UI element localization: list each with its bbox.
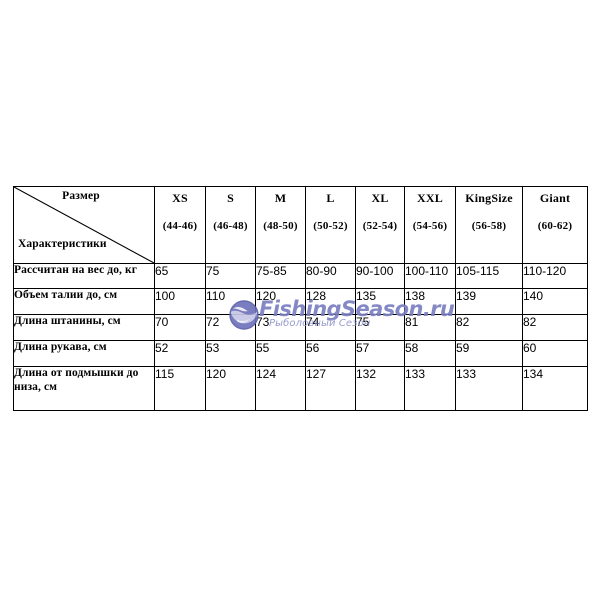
column-header-range: (52-54) — [362, 220, 398, 232]
table-cell: 90-100 — [355, 263, 405, 289]
column-header-name: XXL — [417, 191, 443, 205]
table-cell: 100-110 — [404, 263, 456, 289]
table-cell: 75 — [205, 263, 256, 289]
column-header-s: S (46-48) — [205, 186, 256, 264]
row-label: Объем талии до, см — [13, 288, 155, 315]
table-cell: 140 — [522, 288, 588, 315]
column-header-range: (50-52) — [313, 220, 348, 232]
table-cell: 100 — [154, 288, 206, 315]
table-cell: 133 — [404, 366, 456, 411]
table-cell: 55 — [255, 340, 306, 367]
size-chart-table: Размер Характеристики XS (44-46) S (46-4… — [13, 186, 588, 411]
table-cell: 56 — [305, 340, 356, 367]
row-label: Длина рукава, см — [13, 340, 155, 367]
table-cell: 52 — [154, 340, 206, 367]
table-cell: 132 — [355, 366, 405, 411]
table-cell: 110-120 — [522, 263, 588, 289]
table-cell: 80-90 — [305, 263, 356, 289]
table-cell: 81 — [404, 314, 456, 341]
table-cell: 133 — [455, 366, 523, 411]
table-cell: 59 — [455, 340, 523, 367]
column-header-name: L — [326, 191, 335, 205]
table-cell: 82 — [522, 314, 588, 341]
table-cell: 120 — [255, 288, 306, 315]
column-header-giant: Giant (60-62) — [522, 186, 588, 264]
table-cell: 105-115 — [455, 263, 523, 289]
column-header-name: XL — [371, 191, 389, 205]
table-cell: 82 — [455, 314, 523, 341]
table-cell: 73 — [255, 314, 306, 341]
column-header-xs: XS (44-46) — [154, 186, 206, 264]
table-row: Длина штанины, см 70 72 73 74 75 81 82 8… — [13, 314, 588, 341]
column-header-name: KingSize — [465, 191, 513, 205]
table-cell: 72 — [205, 314, 256, 341]
table-cell: 115 — [154, 366, 206, 411]
column-header-name: S — [227, 191, 234, 205]
table-cell: 60 — [522, 340, 588, 367]
table-cell: 127 — [305, 366, 356, 411]
table-cell: 53 — [205, 340, 256, 367]
table-cell: 65 — [154, 263, 206, 289]
row-label: Длина штанины, см — [13, 314, 155, 341]
table-cell: 75 — [355, 314, 405, 341]
corner-header-cell: Размер Характеристики — [13, 186, 155, 264]
table-header-row: Размер Характеристики XS (44-46) S (46-4… — [13, 186, 588, 264]
column-header-range: (44-46) — [162, 220, 198, 232]
size-chart-container: Размер Характеристики XS (44-46) S (46-4… — [13, 186, 588, 411]
column-header-xl: XL (52-54) — [355, 186, 405, 264]
table-cell: 58 — [404, 340, 456, 367]
column-header-m: M (48-50) — [255, 186, 306, 264]
table-cell: 124 — [255, 366, 306, 411]
table-cell: 75-85 — [255, 263, 306, 289]
column-header-range: (54-56) — [412, 220, 448, 232]
column-header-name: Giant — [539, 191, 571, 205]
table-row: Длина рукава, см 52 53 55 56 57 58 59 60 — [13, 340, 588, 367]
table-row: Рассчитан на вес до, кг 65 75 75-85 80-9… — [13, 263, 588, 289]
table-cell: 74 — [305, 314, 356, 341]
column-header-range: (46-48) — [213, 220, 248, 232]
table-cell: 57 — [355, 340, 405, 367]
table-cell: 134 — [522, 366, 588, 411]
table-cell: 128 — [305, 288, 356, 315]
column-header-range: (56-58) — [471, 220, 507, 232]
column-header-l: L (50-52) — [305, 186, 356, 264]
column-header-xxl: XXL (54-56) — [404, 186, 456, 264]
row-label: Рассчитан на вес до, кг — [13, 263, 155, 289]
table-cell: 139 — [455, 288, 523, 315]
corner-size-label: Размер — [62, 190, 100, 202]
column-header-name: M — [274, 191, 287, 205]
column-header-name: XS — [172, 191, 188, 205]
table-cell: 120 — [205, 366, 256, 411]
table-cell: 110 — [205, 288, 256, 315]
table-cell: 138 — [404, 288, 456, 315]
corner-characteristic-label: Характеристики — [18, 238, 107, 250]
row-label: Длина от подмышки до низа, см — [13, 366, 155, 411]
table-row: Объем талии до, см 100 110 120 128 135 1… — [13, 288, 588, 315]
column-header-range: (60-62) — [537, 220, 573, 232]
column-header-kingsize: KingSize (56-58) — [455, 186, 523, 264]
column-header-range: (48-50) — [263, 220, 298, 232]
table-cell: 135 — [355, 288, 405, 315]
table-cell: 70 — [154, 314, 206, 341]
table-row: Длина от подмышки до низа, см 115 120 12… — [13, 366, 588, 411]
